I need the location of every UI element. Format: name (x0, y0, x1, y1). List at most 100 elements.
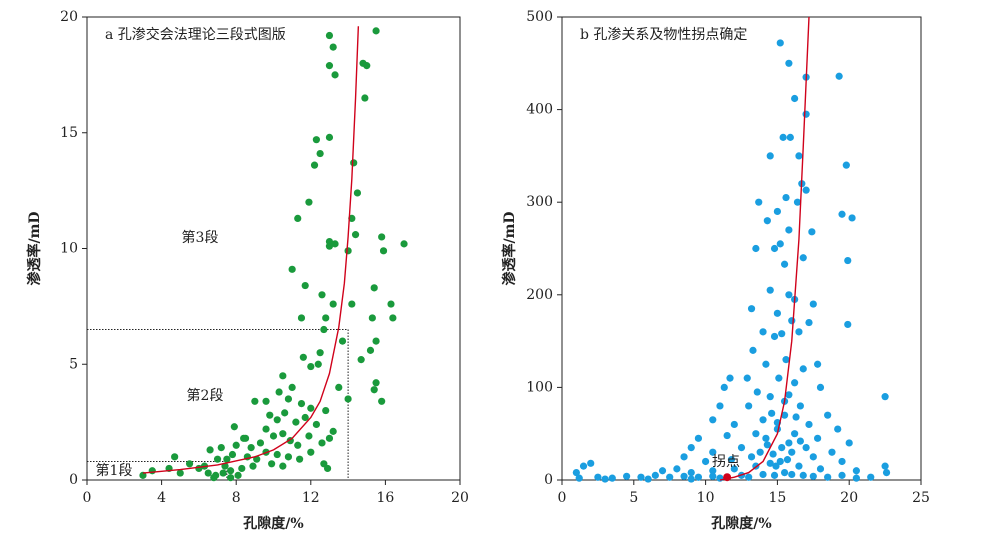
y-tick-label: 10 (60, 241, 78, 257)
data-point (716, 474, 724, 482)
data-point (834, 425, 842, 433)
data-point (312, 136, 320, 144)
data-point (766, 393, 774, 401)
plot-frame (561, 16, 922, 481)
data-point (262, 397, 270, 405)
data-point (782, 356, 790, 364)
data-point (623, 472, 631, 480)
annotation: 第3段 (182, 229, 219, 246)
data-point (709, 472, 717, 480)
y-tick-label: 200 (526, 287, 553, 303)
y-tick-label: 5 (69, 356, 78, 372)
data-point (312, 420, 320, 429)
data-point (785, 291, 793, 299)
data-point (400, 240, 408, 248)
data-point (770, 471, 779, 479)
data-point (666, 473, 674, 481)
data-point (206, 446, 214, 454)
data-point (249, 462, 257, 470)
data-point (780, 411, 789, 419)
data-point (572, 468, 580, 477)
data-point (644, 475, 652, 483)
y-tick-label: 20 (60, 9, 78, 25)
data-point (266, 411, 274, 419)
data-point (782, 193, 790, 202)
data-point (325, 62, 334, 70)
data-point (338, 337, 347, 345)
data-point (770, 332, 779, 341)
data-point (747, 305, 756, 313)
y-tick-label: 100 (526, 379, 553, 395)
data-point (766, 152, 774, 160)
data-point (651, 471, 659, 479)
y-tick-label: 500 (526, 9, 553, 25)
data-point (344, 247, 352, 255)
data-point (687, 475, 695, 483)
data-point (776, 39, 784, 47)
plot-frame (86, 16, 461, 481)
data-point (262, 425, 270, 433)
data-point (680, 472, 688, 480)
data-point (835, 72, 843, 80)
data-point (881, 462, 889, 470)
data-point (809, 472, 817, 480)
data-point (802, 443, 810, 452)
data-point (838, 210, 846, 218)
x-tick-label: 4 (157, 490, 166, 506)
data-point (331, 240, 339, 248)
data-point (370, 386, 378, 394)
data-point (780, 468, 789, 477)
data-point (601, 475, 609, 483)
data-point (785, 439, 793, 447)
data-point (323, 464, 332, 473)
data-point (773, 309, 782, 317)
data-point (808, 228, 816, 236)
data-point (788, 317, 796, 325)
data-point (363, 62, 371, 70)
data-point (608, 474, 616, 482)
data-point (389, 314, 397, 322)
data-point (779, 133, 787, 141)
data-point (788, 448, 796, 456)
data-point (791, 379, 799, 387)
y-tick-label: 0 (69, 472, 78, 488)
data-point (791, 430, 799, 438)
data-point (762, 360, 770, 368)
data-point (329, 427, 337, 435)
data-point (322, 406, 330, 415)
data-point (310, 161, 319, 169)
data-point (759, 470, 767, 479)
data-point (791, 94, 799, 103)
data-point (288, 265, 296, 273)
data-point (350, 159, 358, 167)
data-point (587, 459, 595, 467)
data-point (753, 388, 761, 396)
fit-curve (719, 16, 810, 481)
data-point (204, 469, 212, 477)
data-point (795, 462, 803, 470)
data-point (796, 437, 804, 445)
data-point (316, 349, 324, 357)
data-point (709, 448, 717, 456)
data-point (288, 383, 296, 391)
data-point (296, 455, 304, 463)
chart-title: b 孔渗关系及物性拐点确定 (580, 27, 747, 43)
data-point (838, 471, 846, 479)
data-point (673, 465, 681, 473)
y-tick-label: 0 (544, 472, 553, 488)
data-point (325, 31, 334, 40)
data-point (845, 439, 853, 447)
data-point (281, 409, 289, 417)
data-point (816, 465, 825, 473)
data-point (838, 457, 846, 466)
data-point (795, 152, 803, 160)
data-point (176, 469, 184, 477)
x-tick-label: 15 (768, 490, 786, 506)
data-point (227, 474, 235, 482)
data-point (756, 448, 764, 456)
data-point (299, 353, 307, 361)
data-point (762, 434, 770, 442)
data-point (318, 439, 326, 447)
data-point (768, 409, 776, 417)
data-point (780, 260, 789, 268)
